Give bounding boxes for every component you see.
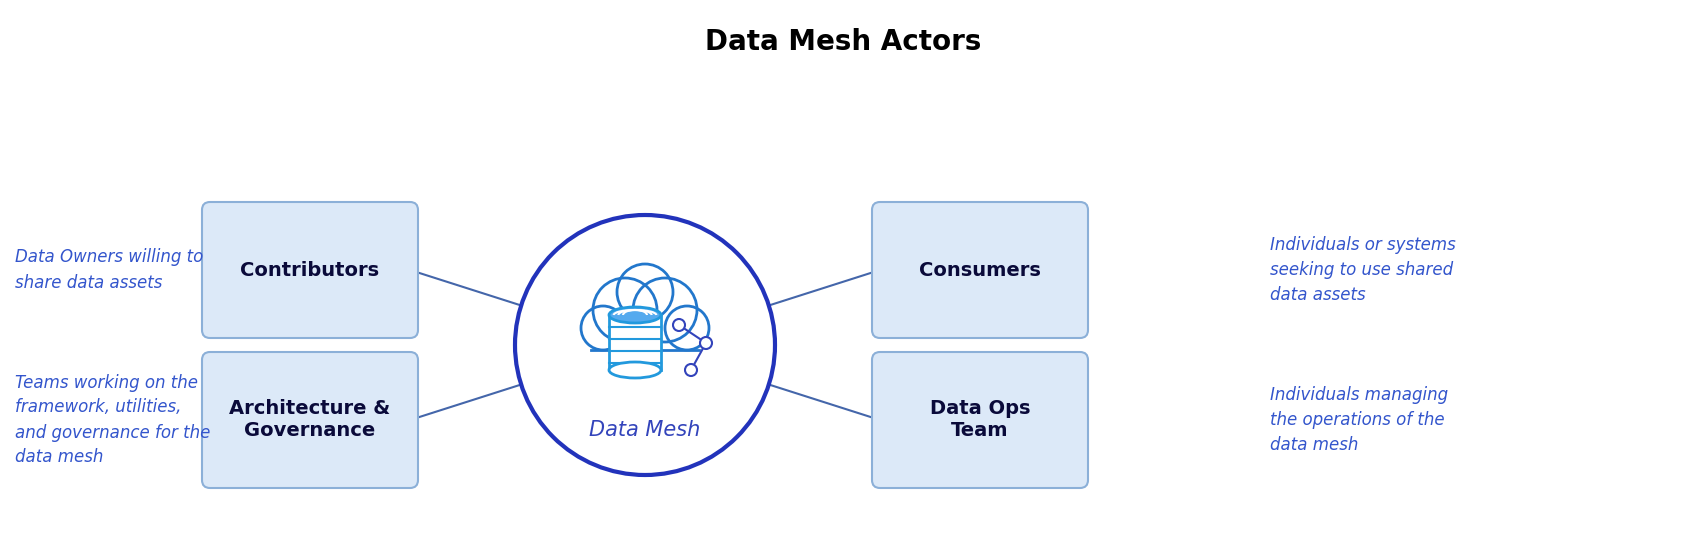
Text: Data Owners willing to
share data assets: Data Owners willing to share data assets [15, 248, 202, 291]
Circle shape [700, 337, 712, 349]
Circle shape [633, 278, 697, 342]
Circle shape [673, 319, 685, 331]
Circle shape [580, 306, 624, 350]
FancyBboxPatch shape [872, 352, 1088, 488]
Text: Data Mesh Actors: Data Mesh Actors [705, 28, 982, 56]
Ellipse shape [609, 307, 661, 323]
Text: Data Ops
Team: Data Ops Team [930, 400, 1031, 440]
Circle shape [594, 278, 656, 342]
Text: Architecture &
Governance: Architecture & Governance [229, 400, 391, 440]
Text: Individuals managing
the operations of the
data mesh: Individuals managing the operations of t… [1270, 386, 1447, 454]
Text: Consumers: Consumers [919, 261, 1041, 279]
Text: Individuals or systems
seeking to use shared
data assets: Individuals or systems seeking to use sh… [1270, 236, 1456, 304]
Text: Teams working on the
framework, utilities,
and governance for the
data mesh: Teams working on the framework, utilitie… [15, 374, 211, 466]
FancyBboxPatch shape [202, 202, 418, 338]
Bar [609, 315, 661, 370]
Circle shape [665, 306, 709, 350]
FancyBboxPatch shape [872, 202, 1088, 338]
FancyBboxPatch shape [590, 310, 700, 360]
Text: Data Mesh: Data Mesh [589, 420, 700, 440]
Circle shape [685, 364, 697, 376]
Circle shape [515, 215, 774, 475]
Text: Contributors: Contributors [241, 261, 380, 279]
FancyBboxPatch shape [202, 352, 418, 488]
Ellipse shape [609, 362, 661, 378]
Circle shape [617, 264, 673, 320]
